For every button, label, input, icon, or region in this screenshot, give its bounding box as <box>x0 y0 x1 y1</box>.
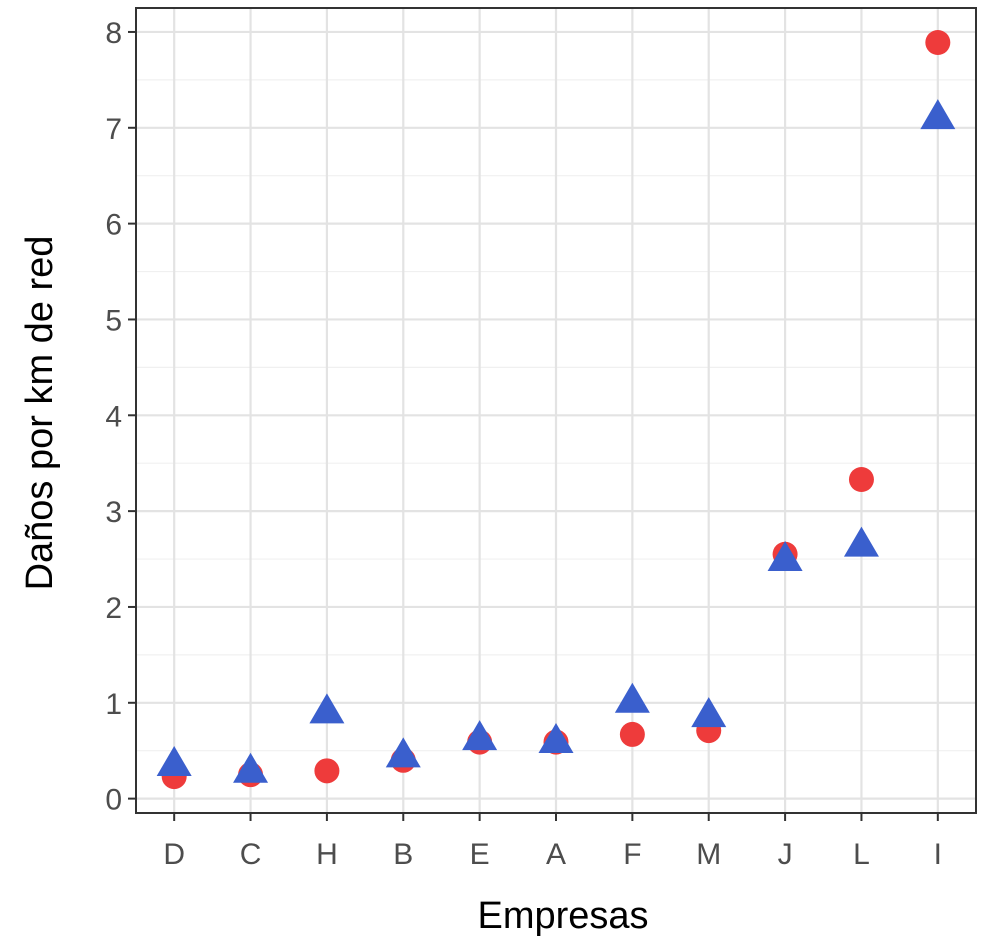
circle-point <box>925 30 951 55</box>
x-tick-label: I <box>934 838 942 871</box>
triangle-point <box>767 540 803 571</box>
y-axis-title: Daños por km de red <box>19 236 61 591</box>
y-tick-label: 7 <box>105 113 122 146</box>
triangle-point <box>385 737 421 768</box>
x-axis-title: Empresas <box>477 895 648 937</box>
y-tick-label: 0 <box>105 784 122 817</box>
grid <box>136 8 976 813</box>
data-points <box>156 30 956 790</box>
triangle-point <box>233 752 269 783</box>
x-tick-label: H <box>316 838 338 871</box>
x-tick-label: B <box>393 838 413 871</box>
axes: 0 1 2 3 4 5 6 7 8 D C H B E A F M J L I <box>105 17 942 871</box>
triangle-point <box>309 693 345 724</box>
x-tick-label: E <box>470 838 490 871</box>
y-tick-label: 3 <box>105 496 122 529</box>
x-tick-label: M <box>696 838 721 871</box>
circle-point <box>314 758 340 784</box>
triangle-point <box>843 526 879 557</box>
x-tick-label: A <box>546 838 566 871</box>
x-tick-label: C <box>240 838 262 871</box>
x-tick-label: F <box>623 838 641 871</box>
y-tick-label: 5 <box>105 304 122 337</box>
triangle-point <box>691 697 727 728</box>
triangle-point <box>614 682 650 713</box>
y-tick-label: 2 <box>105 592 122 625</box>
y-tick-label: 8 <box>105 17 122 50</box>
circle-point <box>848 467 874 492</box>
circle-point <box>619 721 645 747</box>
triangle-point <box>538 723 574 754</box>
x-tick-label: J <box>778 838 793 871</box>
y-tick-label: 1 <box>105 688 122 721</box>
x-tick-label: D <box>163 838 185 871</box>
triangle-point <box>462 720 498 751</box>
triangle-point <box>156 746 192 777</box>
y-tick-label: 4 <box>105 400 122 433</box>
y-tick-label: 6 <box>105 209 122 242</box>
x-tick-label: L <box>853 838 870 871</box>
triangle-point <box>920 99 956 130</box>
